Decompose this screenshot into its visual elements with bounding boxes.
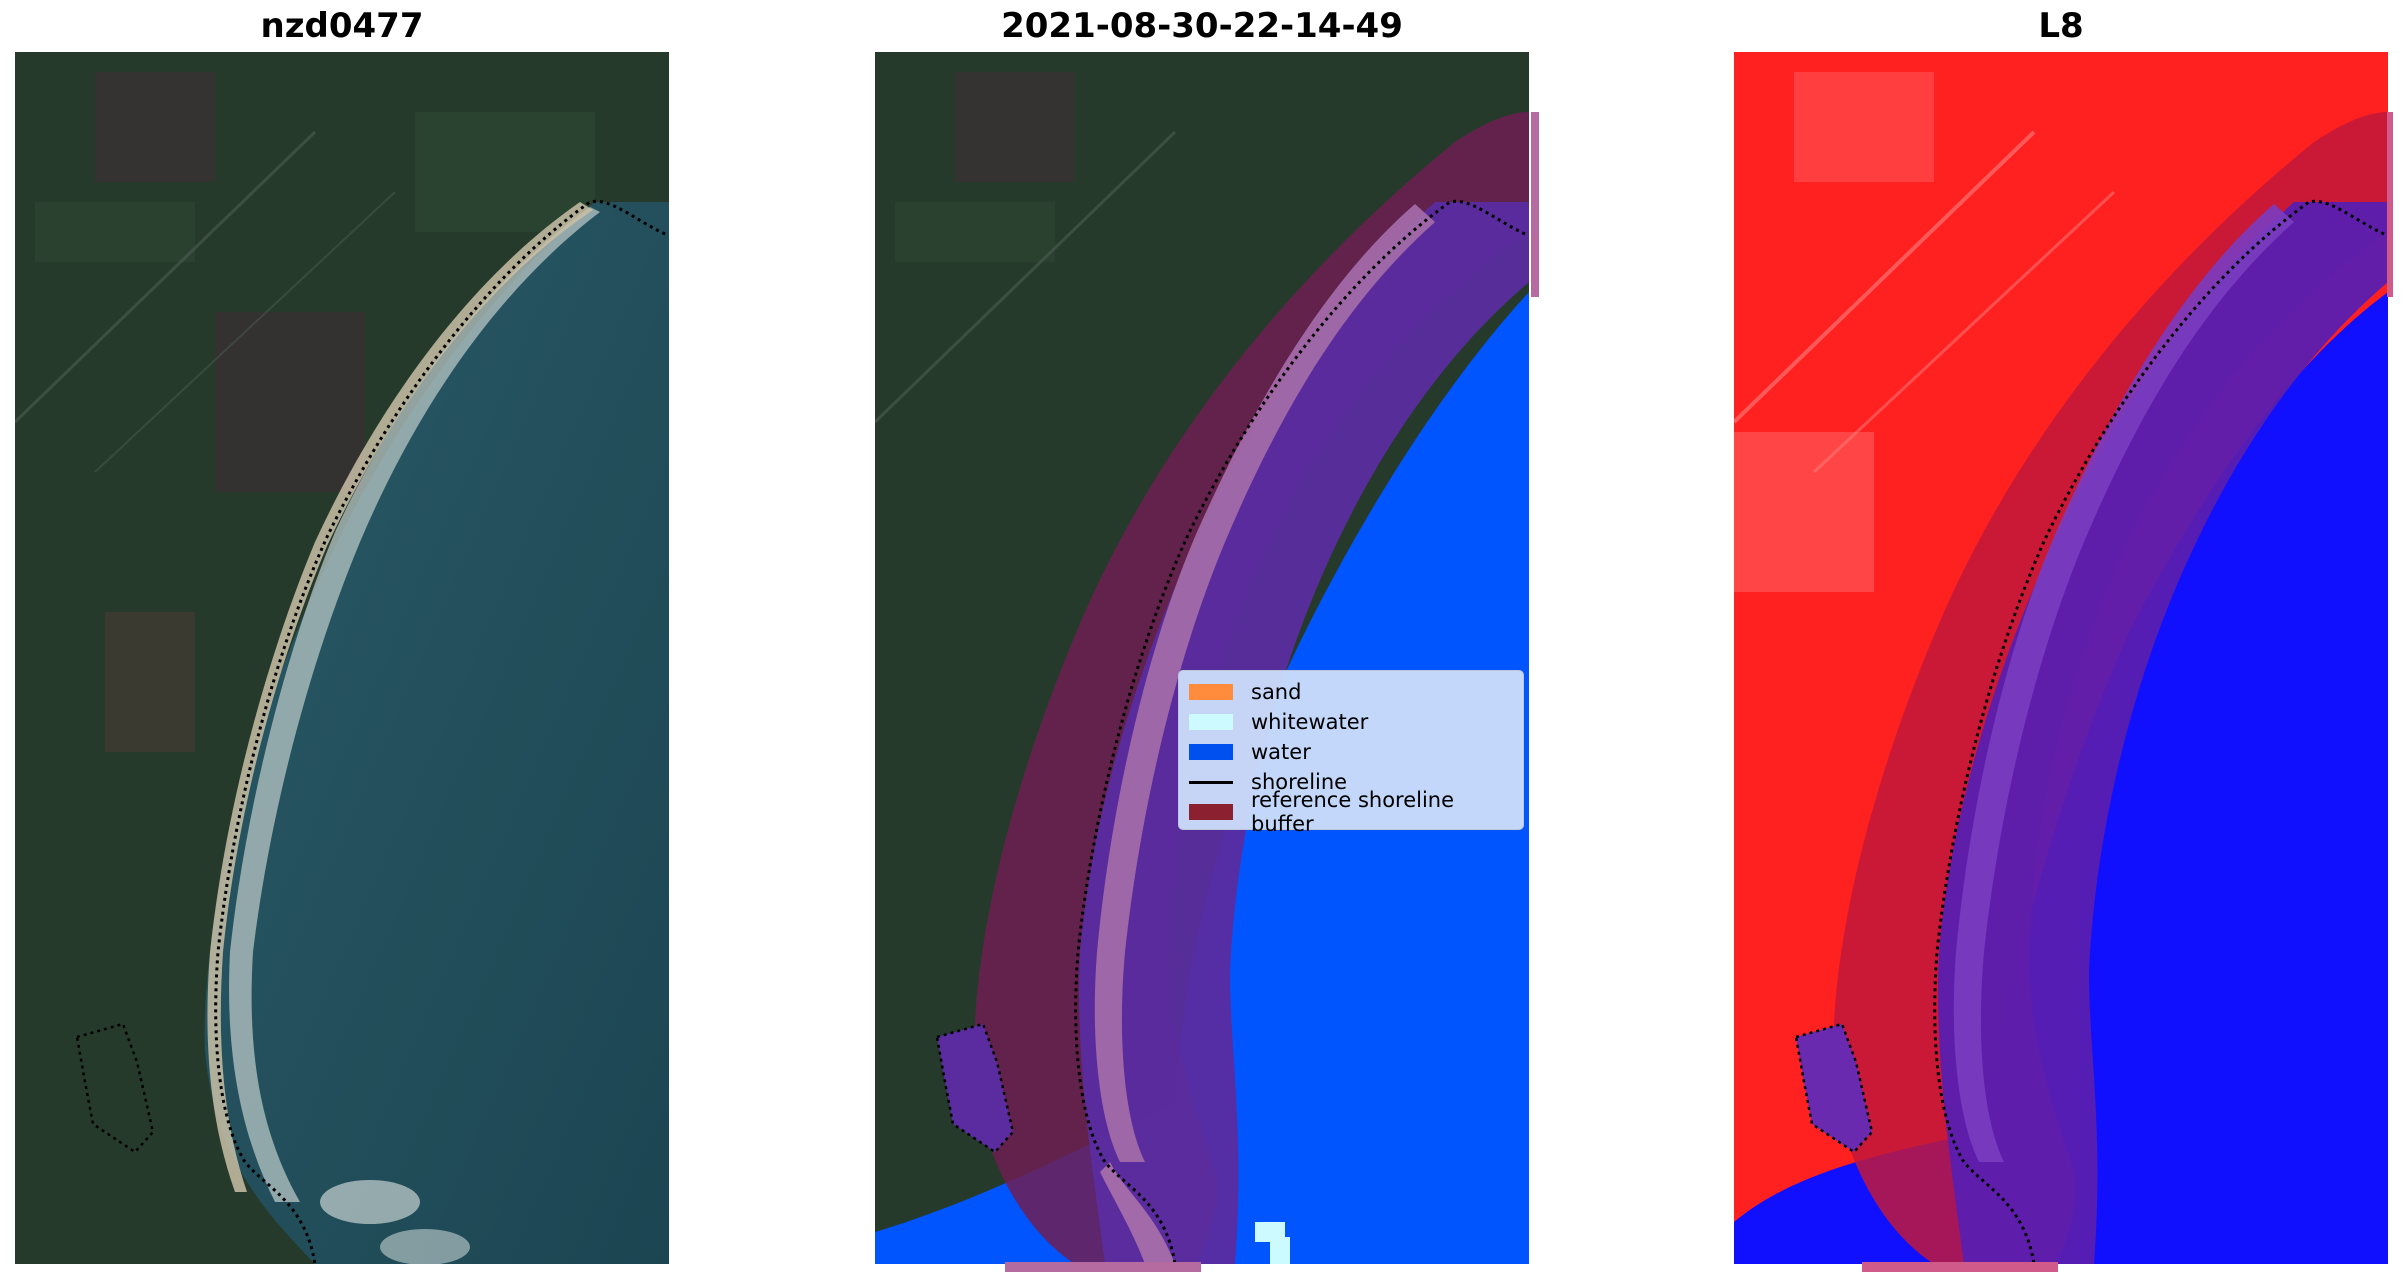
panel-title-rgb: nzd0477 bbox=[260, 6, 424, 46]
legend-label: whitewater bbox=[1251, 710, 1369, 734]
legend-item-buffer: reference shoreline buffer bbox=[1189, 788, 1513, 836]
buffer-edge-marker bbox=[2387, 112, 2393, 297]
buffer-edge-marker bbox=[1531, 112, 1539, 297]
water-swatch bbox=[1189, 744, 1233, 760]
legend-item-water: water bbox=[1189, 737, 1513, 767]
rgb-image bbox=[15, 52, 669, 1264]
legend-label: reference shoreline buffer bbox=[1251, 788, 1455, 836]
legend-label: shoreline bbox=[1251, 770, 1348, 794]
legend-item-shoreline: shoreline bbox=[1189, 767, 1513, 797]
buffer-edge-marker-bottom bbox=[1005, 1262, 1201, 1272]
panel-title-index: L8 bbox=[2038, 6, 2084, 46]
index-image-panel bbox=[1734, 52, 2388, 1264]
panel-title-classified: 2021-08-30-22-14-49 bbox=[1001, 6, 1403, 46]
legend-label: water bbox=[1251, 740, 1311, 764]
rgb-image-panel bbox=[15, 52, 669, 1264]
buffer-edge-marker-bottom bbox=[1862, 1262, 2058, 1272]
shoreline-swatch bbox=[1189, 780, 1233, 784]
sand-swatch bbox=[1189, 684, 1233, 700]
classified-image bbox=[875, 52, 1529, 1264]
classified-image-panel bbox=[875, 52, 1529, 1264]
index-image bbox=[1734, 52, 2388, 1264]
whitewater-swatch bbox=[1189, 714, 1233, 730]
legend-item-whitewater: whitewater bbox=[1189, 707, 1513, 737]
legend-item-sand: sand bbox=[1189, 677, 1513, 707]
water-class-region bbox=[875, 292, 1529, 1264]
buffer-swatch bbox=[1189, 804, 1233, 820]
legend-label: sand bbox=[1251, 680, 1302, 704]
legend: sand whitewater water shoreline referenc… bbox=[1178, 670, 1524, 836]
